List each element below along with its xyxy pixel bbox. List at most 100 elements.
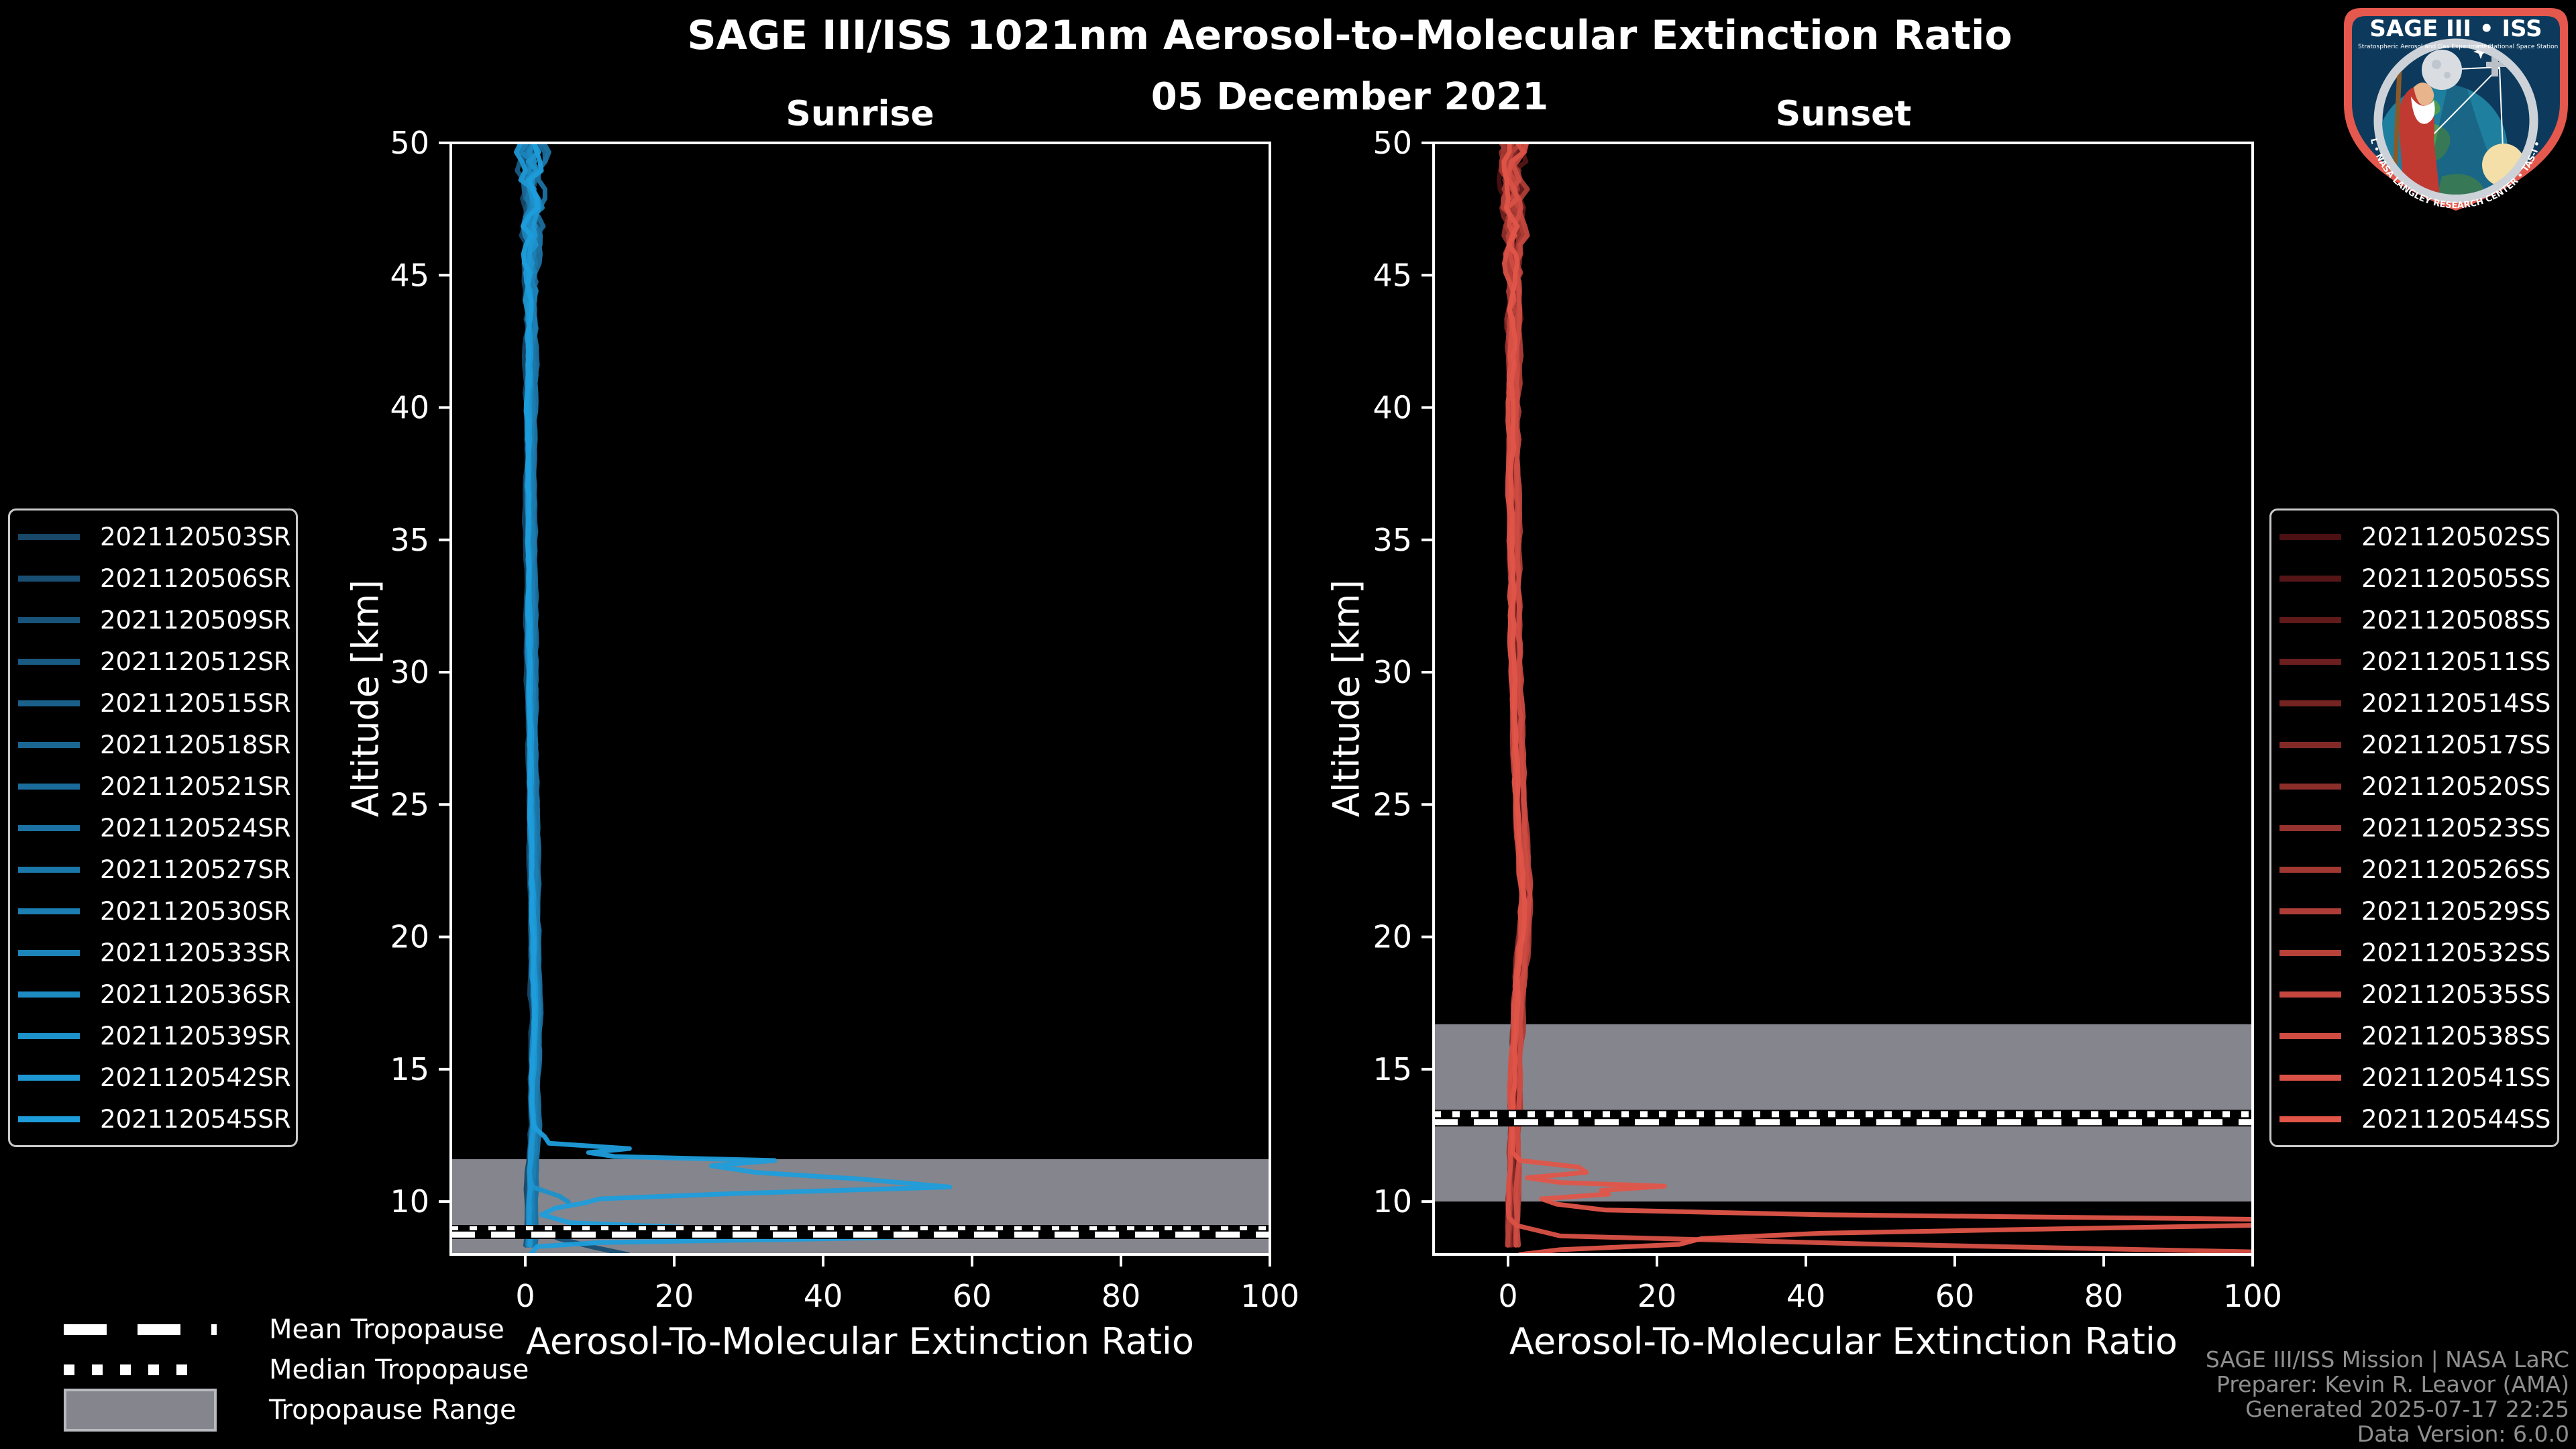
y-tick-label: 45	[390, 257, 429, 293]
legend-label: 2021120511SS	[2361, 647, 2551, 676]
legend-swatch-icon	[2279, 949, 2341, 956]
legend-item: 2021120506SR	[18, 557, 296, 599]
y-tick-label: 35	[390, 522, 429, 558]
legend-swatch-icon	[2279, 824, 2341, 831]
y-tick-label: 25	[390, 786, 429, 822]
x-axis-label-sunrise: Aerosol-To-Molecular Extinction Ratio	[526, 1320, 1194, 1362]
logo-subtitle-right: International Space Station	[2476, 44, 2559, 50]
y-tick-label: 25	[1373, 786, 1412, 822]
legend-label: 2021120527SR	[100, 855, 291, 884]
legend-item: 2021120536SR	[18, 973, 296, 1015]
legend-item: 2021120529SS	[2279, 890, 2557, 932]
profile-line-2021120545SR	[521, 143, 989, 1254]
y-tick-label: 45	[1373, 257, 1412, 293]
legend-item: 2021120502SS	[2279, 516, 2557, 557]
median-tropopause-legend-item: Median Tropopause	[64, 1350, 529, 1390]
sunset-chart: 0 20 40 60 80 100 10 15 20 25 30 35 40 45 50	[1373, 125, 2282, 1314]
x-tick-label: 60	[953, 1278, 992, 1314]
profile-line-2021120538SS	[1507, 143, 1532, 1248]
footer-credits: SAGE III/ISS Mission | NASA LaRC Prepare…	[2206, 1347, 2569, 1446]
y-tick-label: 50	[390, 125, 429, 161]
x-axis-label-sunset: Aerosol-To-Molecular Extinction Ratio	[1509, 1320, 2178, 1362]
legend-swatch-icon	[18, 1116, 80, 1122]
mean-tropopause-legend-item: Mean Tropopause	[64, 1309, 529, 1350]
legend-item: 2021120524SR	[18, 807, 296, 849]
page-title: SAGE III/ISS 1021nm Aerosol-to-Molecular…	[687, 12, 2012, 59]
legend-label: 2021120502SS	[2361, 522, 2551, 551]
legend-label: 2021120509SR	[100, 605, 291, 635]
legend-swatch-icon	[2279, 700, 2341, 706]
legend-item: 2021120514SS	[2279, 682, 2557, 724]
legend-swatch-icon	[18, 616, 80, 623]
legend-item: 2021120515SR	[18, 682, 296, 724]
median-tropopause-dot-icon	[64, 1348, 217, 1391]
x-tick-label: 40	[1786, 1278, 1826, 1314]
y-tick-label: 15	[390, 1051, 429, 1087]
y-tick-label: 50	[1373, 125, 1412, 161]
legend-item: 2021120535SS	[2279, 973, 2557, 1015]
legend-label: 2021120541SS	[2361, 1063, 2551, 1092]
legend-swatch-icon	[2279, 741, 2341, 748]
x-tick-label: 0	[1498, 1278, 1517, 1314]
x-tick-label: 60	[1935, 1278, 1975, 1314]
legend-swatch-icon	[2279, 866, 2341, 873]
y-tick-label: 10	[1373, 1183, 1412, 1220]
x-tick-label: 40	[804, 1278, 843, 1314]
plot-frame	[449, 142, 1271, 1256]
legend-label: 2021120532SS	[2361, 938, 2551, 967]
legend-swatch-icon	[2279, 991, 2341, 998]
legend-item: 2021120538SS	[2279, 1015, 2557, 1057]
x-tick-label: 80	[2084, 1278, 2124, 1314]
legend-item: 2021120505SS	[2279, 557, 2557, 599]
legend-label: 2021120545SR	[100, 1104, 291, 1134]
y-tick-label: 30	[390, 654, 429, 690]
mission-patch-icon: SAGE III • ISS Stratospheric Aerosol and…	[2338, 0, 2568, 211]
median-tropopause-label: Median Tropopause	[269, 1354, 529, 1385]
range-tropopause-legend-item: Tropopause Range	[64, 1389, 529, 1432]
legend-label: 2021120512SR	[100, 647, 291, 676]
x-tick-label: 80	[1102, 1278, 1141, 1314]
profile-line-2021120530SR	[525, 143, 545, 1248]
legend-swatch-icon	[18, 908, 80, 914]
legend-item: 2021120544SS	[2279, 1098, 2557, 1140]
legend-item: 2021120517SS	[2279, 724, 2557, 765]
plot-frame	[1432, 142, 2254, 1256]
legend-item: 2021120542SR	[18, 1057, 296, 1098]
legend-item: 2021120526SS	[2279, 849, 2557, 890]
profile-line-2021120544SS	[1501, 143, 2253, 1254]
sunrise-legend: 2021120503SR 2021120506SR 2021120509SR 2021…	[8, 508, 298, 1147]
legend-item: 2021120545SR	[18, 1098, 296, 1140]
logo-title: SAGE III • ISS	[2369, 15, 2542, 42]
date-subtitle: 05 December 2021	[1150, 75, 1549, 119]
footer-preparer: Preparer: Kevin R. Leavor (AMA)	[2216, 1371, 2569, 1397]
legend-item: 2021120509SR	[18, 599, 296, 641]
legend-item: 2021120533SR	[18, 932, 296, 973]
legend-item: 2021120511SS	[2279, 641, 2557, 682]
legend-label: 2021120518SR	[100, 730, 291, 759]
x-tick-label: 0	[515, 1278, 535, 1314]
tropopause-range-swatch-icon	[64, 1389, 217, 1432]
legend-swatch-icon	[18, 741, 80, 748]
legend-label: 2021120520SS	[2361, 771, 2551, 801]
legend-swatch-icon	[18, 533, 80, 540]
legend-item: 2021120523SS	[2279, 807, 2557, 849]
legend-label: 2021120526SS	[2361, 855, 2551, 884]
panel-title-sunset: Sunset	[1775, 94, 1912, 134]
mean-tropopause-label: Mean Tropopause	[269, 1314, 504, 1345]
legend-item: 2021120503SR	[18, 516, 296, 557]
legend-item: 2021120541SS	[2279, 1057, 2557, 1098]
legend-item: 2021120512SR	[18, 641, 296, 682]
y-axis-label-sunset: Altitude [km]	[1325, 579, 1368, 818]
legend-item: 2021120521SR	[18, 765, 296, 807]
legend-swatch-icon	[2279, 575, 2341, 582]
legend-swatch-icon	[2279, 1032, 2341, 1039]
x-tick-label: 20	[655, 1278, 694, 1314]
footer-generated: Generated 2025-07-17 22:25	[2245, 1396, 2569, 1422]
legend-swatch-icon	[2279, 616, 2341, 623]
legend-item: 2021120539SR	[18, 1015, 296, 1057]
legend-label: 2021120536SR	[100, 979, 291, 1009]
legend-swatch-icon	[18, 1074, 80, 1081]
logo-subtitle-left: Stratospheric Aerosol and Gas Experiment…	[2358, 44, 2493, 50]
x-tick-label: 20	[1638, 1278, 1677, 1314]
legend-label: 2021120505SS	[2361, 564, 2551, 593]
